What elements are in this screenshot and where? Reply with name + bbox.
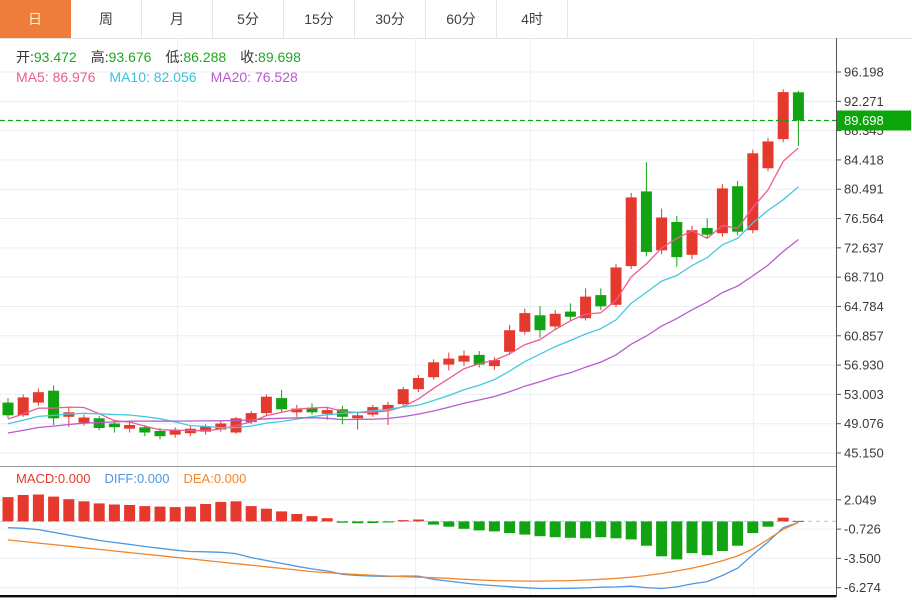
price-tick-label: 96.198 <box>844 65 884 80</box>
low-value: 86.288 <box>183 49 227 65</box>
tab-15分[interactable]: 15分 <box>284 0 355 38</box>
price-tick-label: 72.637 <box>844 240 884 255</box>
price-tick-label: 84.418 <box>844 152 884 167</box>
macd-tick-label: -6.274 <box>844 580 881 595</box>
tab-60分[interactable]: 60分 <box>426 0 497 38</box>
open-value: 93.472 <box>33 49 77 65</box>
macd-value: 0.000 <box>57 471 91 486</box>
macd-readout: MACD:0.000 DIFF:0.000 DEA:0.000 <box>16 471 260 486</box>
high-label: 高: <box>90 49 109 65</box>
ma10-value: 82.056 <box>153 69 197 85</box>
macd-tick-label: -0.726 <box>844 522 881 537</box>
dea-label: DEA: <box>183 471 214 486</box>
high-value: 93.676 <box>108 49 152 65</box>
close-value: 89.698 <box>258 49 301 65</box>
close-label: 收: <box>240 49 259 65</box>
price-tick-label: 56.930 <box>844 358 884 373</box>
tab-4时[interactable]: 4时 <box>497 0 568 38</box>
diff-value: 0.000 <box>136 471 170 486</box>
tab-周[interactable]: 周 <box>71 0 142 38</box>
ma10-label: MA10: <box>109 69 150 85</box>
macd-tick-label: 2.049 <box>844 492 877 507</box>
chart-area: 96.198 92.271 88.345 84.418 80.491 76.564 72.6… <box>0 38 912 601</box>
price-tick-label: 60.857 <box>844 328 884 343</box>
low-label: 低: <box>165 49 184 65</box>
price-tick-label: 92.271 <box>844 94 884 109</box>
macd-label: MACD: <box>16 471 58 486</box>
diff-label: DIFF: <box>104 471 137 486</box>
ohlc-readout: 开:93.472 高:93.676 低:86.288 收:89.698 <box>16 47 315 67</box>
price-tick-label: 53.003 <box>844 387 884 402</box>
macd-tick-label: -3.500 <box>844 551 881 566</box>
last-price-badge-value: 89.698 <box>844 113 884 128</box>
macd-chart[interactable] <box>0 467 836 601</box>
price-tick-label: 49.076 <box>844 416 884 431</box>
price-tick-label: 76.564 <box>844 211 884 226</box>
ma20-label: MA20: <box>210 69 252 85</box>
timeframe-tabbar: 日周月 5分 15分 30分 60分 4时 <box>0 0 912 39</box>
price-tick-label: 45.150 <box>844 446 884 461</box>
tab-5分[interactable]: 5分 <box>213 0 284 38</box>
tab-日[interactable]: 日 <box>0 0 71 38</box>
tab-30分[interactable]: 30分 <box>355 0 426 38</box>
ma5-value: 86.976 <box>52 69 96 85</box>
ma5-label: MA5: <box>16 69 49 85</box>
price-axis: 96.19892.27188.34584.41880.49176.56472.6… <box>836 38 911 597</box>
candlestick-chart[interactable] <box>0 38 836 467</box>
tab-月[interactable]: 月 <box>142 0 213 38</box>
last-price-badge <box>837 110 911 131</box>
price-tick-label: 80.491 <box>844 182 884 197</box>
dea-value: 0.000 <box>213 471 247 486</box>
price-tick-label: 64.784 <box>844 299 884 314</box>
price-tick-label: 68.710 <box>844 270 884 285</box>
open-label: 开: <box>16 49 34 65</box>
ma20-value: 76.528 <box>254 69 298 85</box>
ma-readout: MA5: 86.976 MA10: 82.056 MA20: 76.528 <box>16 69 312 85</box>
